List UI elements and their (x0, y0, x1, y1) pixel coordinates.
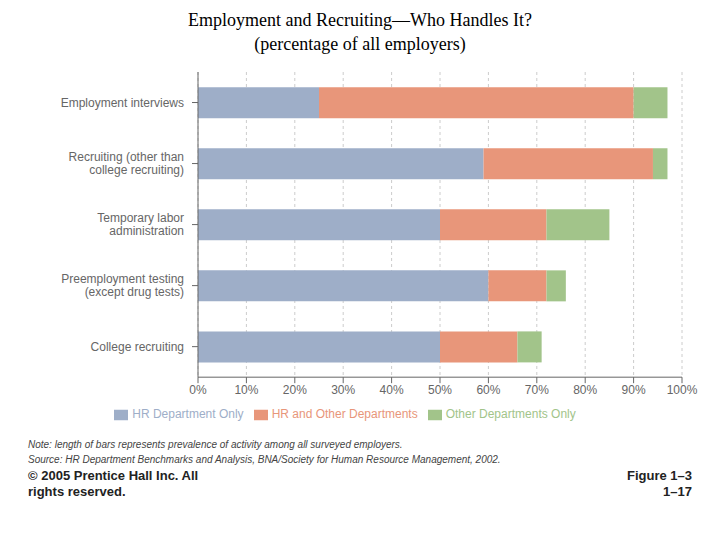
svg-text:50%: 50% (428, 383, 452, 397)
svg-text:70%: 70% (525, 383, 549, 397)
html-text:© 2005 Prentice Hall Inc. All: © 2005 Prentice Hall Inc. All rights res… (28, 468, 199, 499)
html-text:Source: HR Department Benchmar: Source: HR Department Benchmarks and Ana… (28, 454, 501, 465)
html-text:HR Department Only: HR Department Only (132, 407, 244, 422)
html-text:Note: length of bars represent: Note: length of bars represents prevalen… (28, 439, 403, 450)
html-text:Figure 1–3 1–17: Figure 1–3 1–17 (627, 468, 692, 499)
svg-text:90%: 90% (622, 383, 646, 397)
svg-text:60%: 60% (476, 383, 500, 397)
html-text:Employment and Recruiting—Who: Employment and Recruiting—Who Handles It… (188, 10, 532, 30)
svg-text:Preemployment testing(except d: Preemployment testing(except drug tests) (61, 272, 184, 299)
svg-text:20%: 20% (283, 383, 307, 397)
svg-text:Employment interviews: Employment interviews (61, 96, 184, 110)
svg-text:30%: 30% (331, 383, 355, 397)
svg-text:Temporary laboradministration: Temporary laboradministration (97, 211, 184, 238)
svg-text:80%: 80% (573, 383, 597, 397)
svg-text:40%: 40% (380, 383, 404, 397)
svg-text:College recruiting: College recruiting (91, 340, 184, 354)
svg-text:0%: 0% (189, 383, 207, 397)
svg-text:100%: 100% (667, 383, 698, 397)
svg-text:Recruiting (other thancollege: Recruiting (other thancollege recruiting… (69, 150, 184, 177)
svg-text:10%: 10% (234, 383, 258, 397)
html-text:Other Departments Only: Other Departments Only (445, 407, 576, 422)
html-text:(percentage of all employers): (percentage of all employers) (254, 34, 466, 54)
html-text:HR and Other Departments: HR and Other Departments (271, 407, 418, 422)
